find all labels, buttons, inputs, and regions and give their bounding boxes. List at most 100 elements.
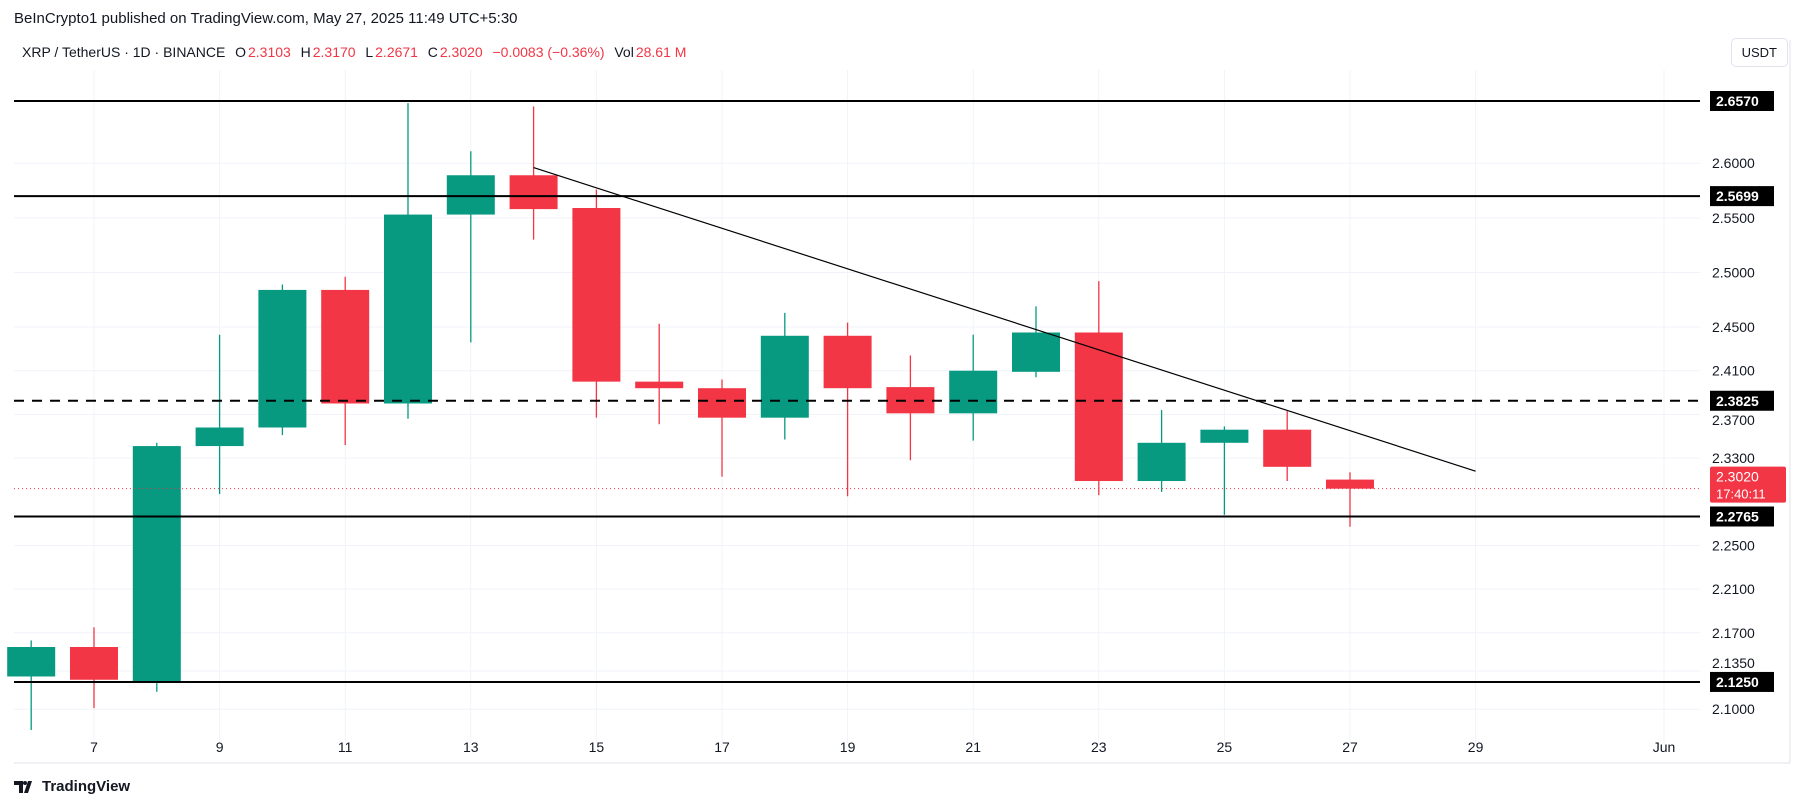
level-label: 2.3825 — [1716, 393, 1759, 409]
level-label-bg — [1710, 91, 1774, 111]
candle-body — [132, 446, 181, 682]
x-tick-label: 27 — [1342, 739, 1358, 755]
candle — [321, 276, 370, 445]
bar-countdown: 17:40:11 — [1716, 487, 1766, 502]
candle — [1137, 410, 1186, 492]
y-tick-label: 2.2100 — [1712, 581, 1755, 597]
y-tick-label: 2.1000 — [1712, 701, 1755, 717]
low-label: L — [365, 44, 374, 60]
open-label: O — [235, 44, 246, 60]
level-label: 2.1250 — [1716, 674, 1759, 690]
candle-body — [949, 370, 998, 414]
candle-body — [384, 214, 432, 404]
candle — [258, 284, 307, 436]
x-tick-label: 17 — [714, 739, 730, 755]
x-tick-label: Jun — [1653, 739, 1676, 755]
y-tick-label: 2.3300 — [1712, 450, 1755, 466]
x-tick-label: 25 — [1217, 739, 1233, 755]
candle-body — [70, 647, 118, 680]
candle-body — [760, 335, 809, 418]
candle — [823, 322, 872, 497]
candle-body — [1326, 479, 1374, 489]
candle — [949, 334, 998, 441]
last-price-label-bg — [1710, 466, 1786, 503]
candle-body — [1200, 429, 1249, 443]
x-tick-label: 19 — [840, 739, 856, 755]
y-tick-label: 2.2500 — [1712, 537, 1755, 553]
candle — [886, 355, 935, 461]
y-tick-label: 2.6000 — [1712, 155, 1755, 171]
candle-body — [1263, 429, 1312, 467]
change-value: −0.0083 (−0.36%) — [492, 44, 605, 60]
candle — [509, 106, 558, 240]
volume-label: Vol — [614, 44, 634, 60]
y-tick-label: 2.5500 — [1712, 210, 1755, 226]
close-value: 2.3020 — [439, 44, 483, 60]
candle — [1263, 411, 1312, 482]
volume-value: 28.61 M — [635, 44, 687, 60]
candle-body — [823, 335, 872, 389]
y-tick-label: 2.1700 — [1712, 625, 1755, 641]
level-label-bg — [1710, 506, 1774, 527]
candle — [1200, 426, 1249, 515]
y-tick-label: 2.1350 — [1712, 655, 1755, 671]
candle — [195, 334, 244, 495]
candle-body — [1012, 332, 1060, 372]
last-price-label: 2.3020 — [1716, 469, 1759, 485]
candle-body — [7, 647, 56, 677]
candle-body — [509, 175, 558, 210]
candle — [760, 312, 809, 440]
candle — [698, 379, 746, 477]
candle — [1012, 306, 1060, 378]
level-label-bg — [1710, 186, 1774, 207]
candle — [7, 640, 56, 730]
brand-name: TradingView — [42, 778, 131, 795]
candle — [572, 189, 621, 418]
tradingview-logo-icon — [14, 780, 32, 793]
candle-body — [1137, 442, 1186, 482]
x-tick-label: 7 — [90, 739, 98, 755]
y-tick-label: 2.3700 — [1712, 412, 1755, 428]
level-label-bg — [1710, 671, 1774, 692]
x-tick-label: 9 — [216, 739, 224, 755]
symbol-name[interactable]: XRP / TetherUS · 1D · BINANCE — [22, 44, 226, 60]
trendline — [533, 167, 1476, 472]
level-label: 2.6570 — [1716, 93, 1759, 109]
x-tick-label: 23 — [1091, 739, 1107, 755]
candle — [1326, 472, 1374, 527]
candle-body — [195, 427, 244, 447]
candle — [132, 442, 181, 692]
candle — [70, 627, 118, 709]
x-tick-label: 11 — [338, 739, 353, 755]
x-tick-label: 29 — [1468, 739, 1484, 755]
candle-body — [446, 175, 495, 215]
currency-button[interactable]: USDT — [1730, 38, 1788, 67]
candle — [635, 323, 684, 425]
candle-body — [635, 381, 684, 389]
close-label: C — [427, 44, 438, 60]
tradingview-brand: TradingView — [14, 778, 130, 795]
candle-body — [321, 289, 370, 404]
y-tick-label: 2.4100 — [1712, 363, 1755, 379]
low-value: 2.2671 — [375, 44, 418, 60]
candle-body — [1074, 332, 1123, 482]
y-tick-label: 2.5000 — [1712, 264, 1755, 280]
candle — [384, 103, 432, 419]
open-value: 2.3103 — [248, 44, 291, 60]
x-tick-label: 21 — [965, 739, 981, 755]
candle-body — [258, 289, 307, 428]
candle-body — [572, 208, 621, 382]
high-label: H — [300, 44, 311, 60]
candle — [1074, 281, 1123, 496]
level-label: 2.5699 — [1716, 188, 1759, 204]
level-label: 2.2765 — [1716, 509, 1759, 525]
level-label-bg — [1710, 390, 1774, 411]
y-tick-label: 2.4500 — [1712, 319, 1755, 335]
publish-info: BeInCrypto1 published on TradingView.com… — [14, 10, 518, 27]
candle-body — [886, 387, 935, 414]
candle-body — [698, 388, 746, 418]
high-value: 2.3170 — [312, 44, 356, 60]
